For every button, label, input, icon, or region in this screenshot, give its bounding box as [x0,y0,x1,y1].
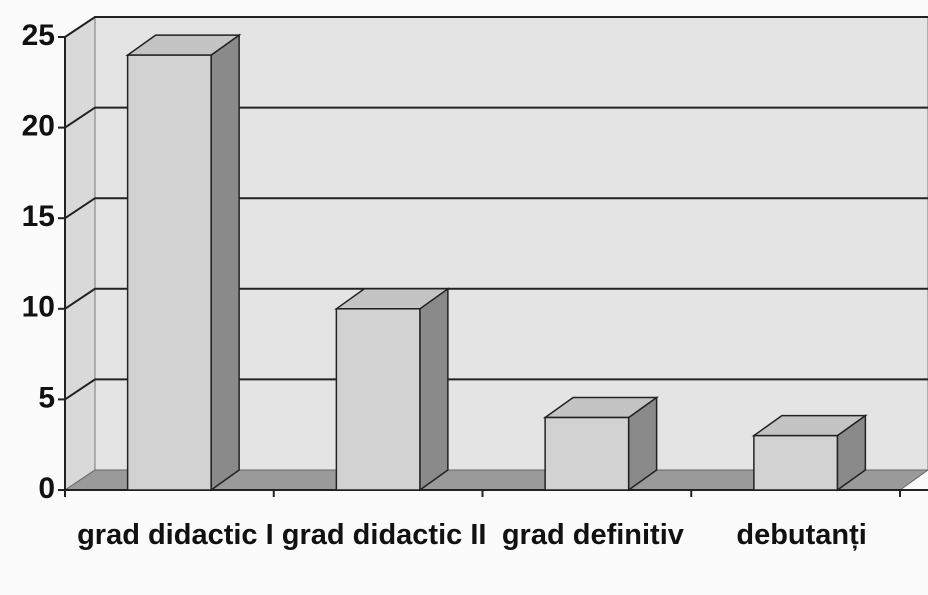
x-tick-label: grad definitiv [501,519,684,551]
bar-side [210,33,240,492]
bar-side [419,287,449,492]
grid-line [64,197,928,220]
y-tick-label: 15 [22,200,55,233]
y-tick-label: 25 [22,19,55,52]
x-tick-label: grad didactic II [281,519,487,551]
y-tick-label: 10 [22,291,55,324]
bar [753,434,839,491]
grid-line [64,378,928,401]
bar [335,308,421,491]
x-tick-label: debutanți [736,519,867,551]
bar [544,416,630,491]
grid-line [64,16,928,38]
side-wall [64,16,96,491]
x-tick-label: grad didactic I [77,519,274,551]
bar [126,54,212,491]
y-tick-label: 20 [22,110,55,143]
grid-line [64,106,928,129]
y-tick-label: 0 [38,472,55,505]
y-tick-label: 5 [38,381,55,414]
grid-line [64,287,928,310]
